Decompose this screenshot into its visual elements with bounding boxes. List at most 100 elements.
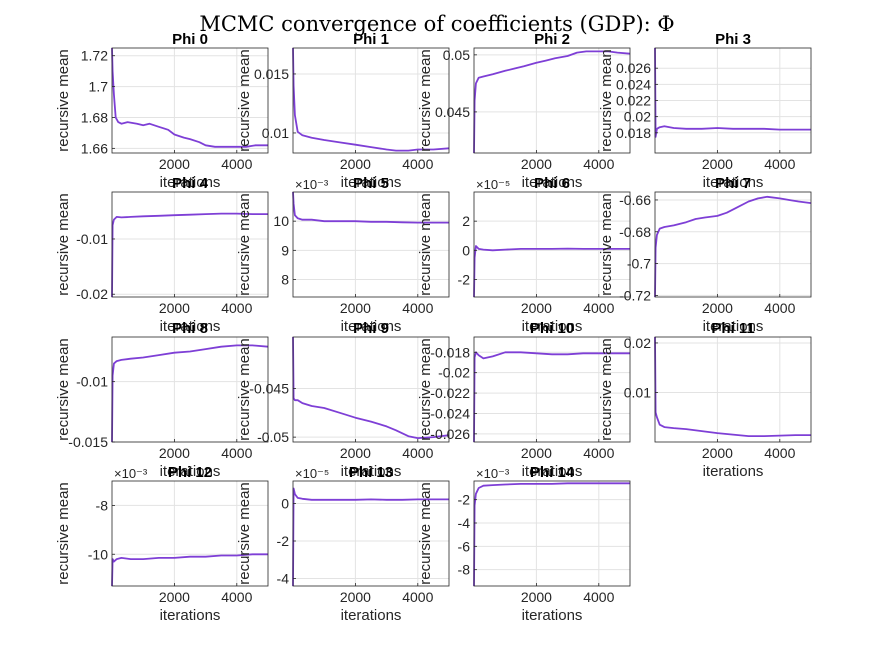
subplot-phi-10: 2000 4000 -0.026 -0.024 -0.022 -0.02 -0.018 Phi… [417,320,631,480]
y-axis-label: recursive mean [55,193,72,296]
x-tick-label: 4000 [221,156,252,172]
x-axis-label: iterations [703,174,764,191]
y-tick-label: -4 [458,515,471,531]
x-tick-label: 2000 [159,300,190,316]
x-tick-label: 2000 [521,445,552,461]
x-tick-label: 2000 [340,445,371,461]
axes-box [292,480,450,587]
plot-area [655,192,811,297]
x-tick-label: 4000 [221,445,252,461]
series-line [292,487,449,587]
subplot-title: Phi 11 [711,320,754,337]
plot-area [112,48,268,153]
axes-box [473,47,631,154]
y-tick-label: -0.022 [430,385,470,401]
y-tick-label: 0.024 [616,76,651,92]
y-tick-label: 0 [281,496,289,512]
x-tick-label: 2000 [159,445,190,461]
x-tick-label: 4000 [221,300,252,316]
subplot-phi-12: 2000 4000-10-8×10⁻³ Phi 12iterationsrecurs… [55,464,269,624]
axes-box [111,336,269,443]
series-line [473,50,631,154]
x-tick-label: 4000 [764,300,795,316]
x-axis-label: iterations [341,463,402,480]
subplot-title: Phi 10 [530,320,574,337]
plot-area [474,481,630,586]
axis-exponent: ×10⁻⁵ [295,466,329,481]
x-axis-label: iterations [522,318,583,335]
y-axis-label: recursive mean [236,338,253,441]
axis-exponent: ×10⁻³ [476,466,510,481]
y-tick-label: -2 [458,492,471,508]
y-tick-label: 0.01 [624,384,651,400]
subplot-title: Phi 13 [349,464,393,481]
y-tick-label: -0.024 [430,405,470,421]
y-tick-label: 0.01 [262,125,289,141]
y-tick-label: 10 [273,213,289,229]
x-tick-label: 2000 [340,156,371,172]
x-tick-label: 2000 [340,300,371,316]
axes-box [292,47,450,154]
x-tick-label: 2000 [702,156,733,172]
subplot-phi-13: 2000 4000-4-20×10⁻⁵ Phi 13iterationsrecurs… [236,464,450,624]
y-axis-label: recursive mean [55,338,72,441]
x-axis-label: iterations [341,318,402,335]
y-tick-label: -0.045 [249,381,289,397]
x-tick-label: 4000 [583,589,614,605]
axes-box [654,336,812,443]
x-tick-label: 4000 [402,300,433,316]
y-tick-label: 0.02 [624,335,651,351]
x-axis-label: iterations [160,174,221,191]
axes-box [111,191,269,298]
y-tick-label: 1.72 [81,48,108,64]
subplot-title: Phi 5 [353,175,389,192]
y-tick-label: -4 [277,571,290,587]
series-line [111,553,268,587]
series-line [654,47,811,138]
y-axis-label: recursive mean [236,49,253,152]
plot-area [474,48,630,153]
plot-area [112,192,268,297]
y-tick-label: -0.05 [257,429,289,445]
y-tick-label: -0.015 [68,434,108,450]
y-tick-label: 0.018 [616,125,651,141]
y-tick-label: -0.66 [619,192,651,208]
axes-box [473,336,631,443]
subplot-phi-2: 2000 4000 0.045 0.05 Phi 2 iterations recursiv… [417,31,631,191]
subplot-grid: 2000 4000 1.66 1.68 1.7 1.72 Phi 0 iterations re… [55,31,812,624]
y-tick-label: 1.68 [81,109,108,125]
x-axis-label: iterations [160,463,221,480]
x-axis-label: iterations [522,174,583,191]
y-tick-label: -0.02 [438,365,470,381]
x-tick-label: 2000 [702,445,733,461]
series-line [654,336,811,438]
y-axis-label: recursive mean [236,193,253,296]
y-axis-label: recursive mean [598,193,615,296]
y-tick-label: -2 [277,533,290,549]
series-line [111,212,268,298]
series-line [292,47,450,152]
x-tick-label: 4000 [764,445,795,461]
subplot-title: Phi 9 [353,320,389,337]
subplot-title: Phi 7 [715,175,751,192]
plot-area [112,337,268,442]
y-tick-label: -6 [458,538,471,554]
subplot-phi-0: 2000 4000 1.66 1.68 1.7 1.72 Phi 0 iterations re… [55,31,269,191]
x-axis-label: iterations [703,318,764,335]
subplot-title: Phi 6 [534,175,570,192]
y-tick-label: 1.66 [81,140,108,156]
y-tick-label: -0.026 [430,426,470,442]
y-tick-label: -10 [88,546,108,562]
plot-area [293,337,449,442]
y-axis-label: recursive mean [417,338,434,441]
y-axis-label: recursive mean [55,49,72,152]
y-axis-label: recursive mean [417,49,434,152]
x-axis-label: iterations [160,318,221,335]
y-tick-label: -0.018 [430,344,470,360]
y-tick-label: 0.045 [435,104,470,120]
y-tick-label: -0.68 [619,224,651,240]
y-tick-label: 0.026 [616,60,651,76]
